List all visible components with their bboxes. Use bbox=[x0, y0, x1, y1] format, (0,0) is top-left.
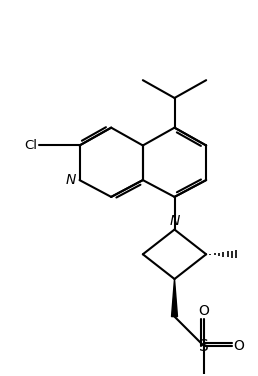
Text: N: N bbox=[169, 214, 180, 227]
Text: S: S bbox=[199, 339, 209, 354]
Text: N: N bbox=[65, 173, 76, 187]
Text: O: O bbox=[199, 303, 209, 318]
Polygon shape bbox=[172, 279, 178, 317]
Text: Cl: Cl bbox=[24, 139, 37, 152]
Text: O: O bbox=[233, 339, 244, 353]
